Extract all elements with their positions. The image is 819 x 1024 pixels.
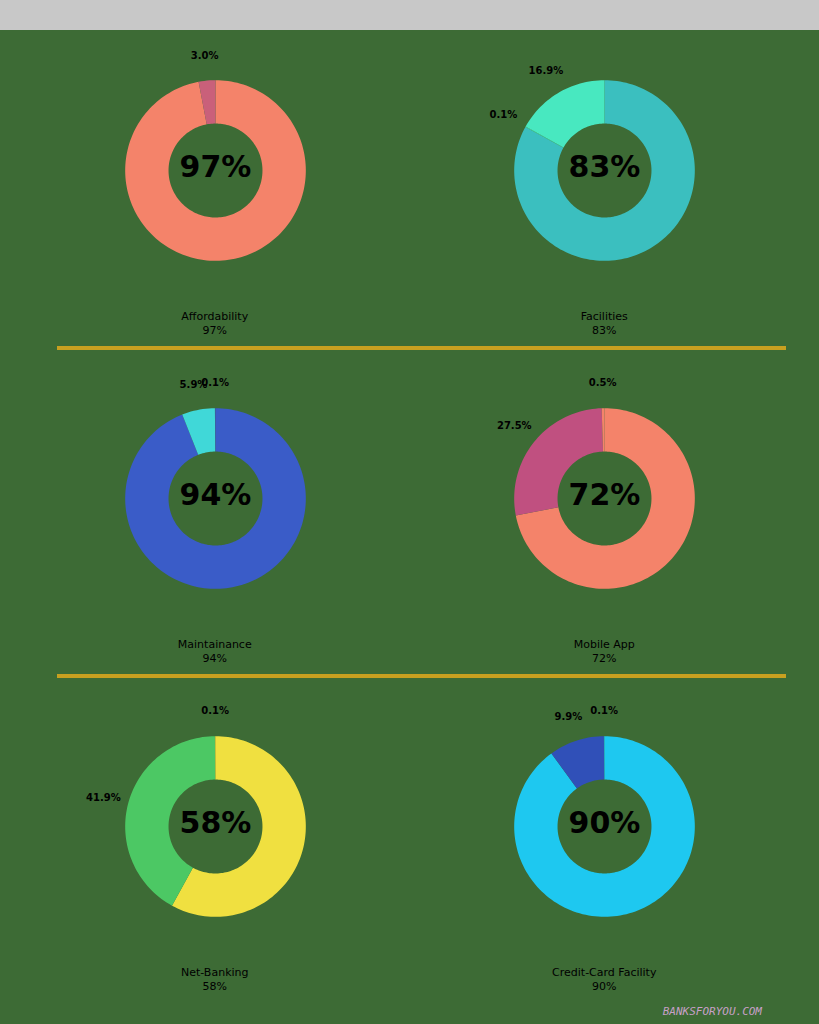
svg-text:94%: 94% <box>179 477 251 512</box>
html-text:BANKSFORYOU.COM: BANKSFORYOU.COM <box>662 1005 762 1018</box>
html-text:90%: 90% <box>592 980 617 993</box>
html-text:Net-Banking: Net-Banking <box>181 966 249 979</box>
svg-text:0.1%: 0.1% <box>490 109 518 120</box>
svg-text:27.5%: 27.5% <box>497 420 532 431</box>
svg-text:41.9%: 41.9% <box>86 792 121 803</box>
html-text:58%: 58% <box>202 980 227 993</box>
svg-text:9.9%: 9.9% <box>555 711 583 722</box>
svg-text:0.1%: 0.1% <box>591 705 619 716</box>
svg-text:5.9%: 5.9% <box>179 379 208 391</box>
html-text:Maintainance: Maintainance <box>177 638 252 651</box>
svg-text:3.0%: 3.0% <box>191 50 219 61</box>
html-text:83%: 83% <box>592 324 617 337</box>
svg-text:90%: 90% <box>569 805 641 840</box>
html-text:94%: 94% <box>202 652 227 665</box>
html-text:97%: 97% <box>202 324 227 337</box>
svg-text:83%: 83% <box>569 149 641 184</box>
svg-text:72%: 72% <box>569 477 641 512</box>
html-text:72%: 72% <box>592 652 617 665</box>
html-text:Mobile App: Mobile App <box>573 638 635 651</box>
html-text:Credit-Card Facility: Credit-Card Facility <box>552 966 657 979</box>
svg-text:16.9%: 16.9% <box>529 65 564 76</box>
html-text:Facilities: Facilities <box>580 310 628 323</box>
svg-text:0.1%: 0.1% <box>201 377 229 388</box>
svg-text:97%: 97% <box>179 149 251 184</box>
html-text:Affordability: Affordability <box>181 310 249 323</box>
svg-text:0.5%: 0.5% <box>589 377 617 388</box>
svg-text:58%: 58% <box>179 805 251 840</box>
svg-text:0.1%: 0.1% <box>201 705 229 716</box>
